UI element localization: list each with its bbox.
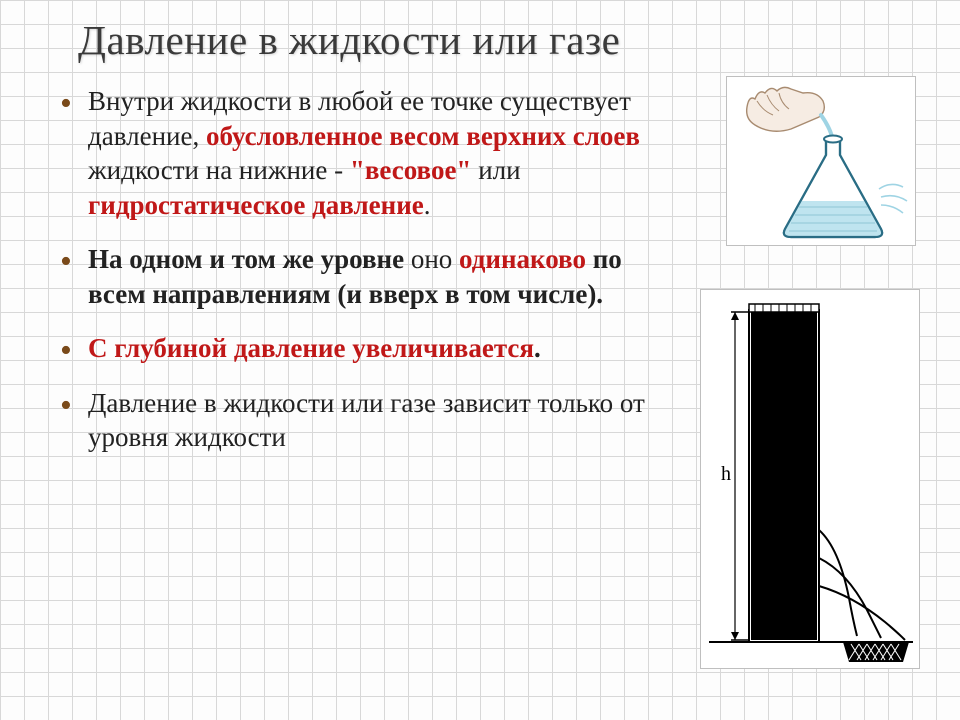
bullet-text-span: "весовое" [350,155,472,185]
bullet-list: Внутри жидкости в любой ее точке существ… [60,84,680,455]
flask-icon [784,136,882,238]
water-jets [819,530,905,640]
bullet-item: С глубиной давление увеличивается. [60,331,680,366]
bullet-text-span: Давление в жидкости или газе зависит тол… [88,388,645,453]
bullet-text-span: С глубиной давление увеличивается [88,333,534,363]
bullet-text-span: . [534,333,541,363]
height-label: h [721,463,731,485]
flask-figure [726,76,916,246]
bullet-item: Давление в жидкости или газе зависит тол… [60,386,680,455]
image-column: h [680,84,920,475]
hand-icon [747,87,825,131]
bullet-text-span: или [471,155,520,185]
catch-basket [843,642,909,662]
bullet-item: Внутри жидкости в любой ее точке существ… [60,84,680,222]
column-svg: h [701,290,921,670]
page-title: Давление в жидкости или газе [0,0,960,84]
bullet-text-span: гидростатическое давление [88,190,424,220]
liquid-column [751,312,817,640]
splash-lines [879,184,907,213]
bullet-text-span: обусловленное весом верхних слоев [206,121,640,151]
column-figure: h [700,289,920,669]
bullet-text-span: жидкости на нижние - [88,155,350,185]
content-area: Внутри жидкости в любой ее точке существ… [0,84,960,475]
flask-svg [731,81,911,241]
bullet-text-span: На одном и том же уровне [88,244,404,274]
bullet-item: На одном и том же уровне оно одинаково п… [60,242,680,311]
bullet-text-span: . [424,190,431,220]
bullet-text-span: одинаково [459,244,586,274]
text-column: Внутри жидкости в любой ее точке существ… [60,84,680,475]
bullet-text-span: оно [404,244,459,274]
